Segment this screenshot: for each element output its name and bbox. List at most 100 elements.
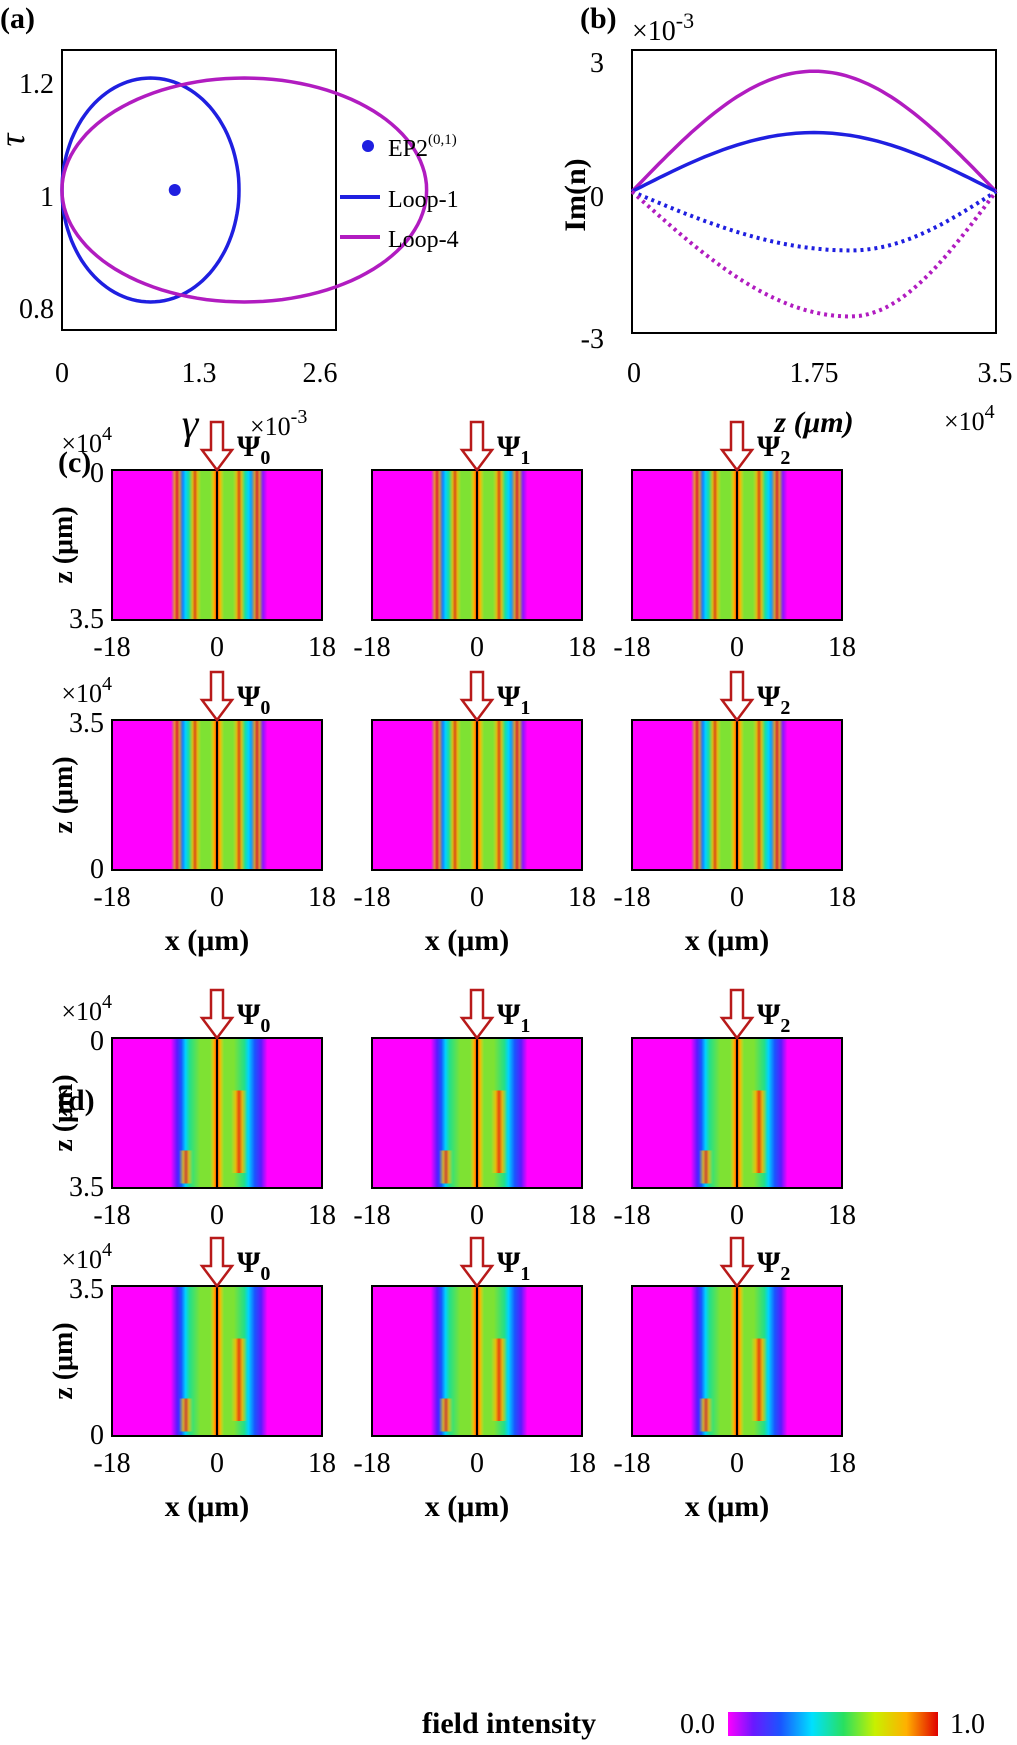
mode-lobe <box>691 470 703 620</box>
mode-lobe <box>189 720 201 870</box>
im-n-curves <box>630 69 998 319</box>
z-exponent: ×104 <box>61 423 112 458</box>
x-tick-label: 0 <box>55 358 69 389</box>
x-tick-label: 18 <box>568 632 596 663</box>
mode-lobe <box>449 470 461 620</box>
mode-lobe <box>233 470 245 620</box>
x-tick-label: -18 <box>93 882 130 913</box>
x-tick-label: -18 <box>93 1448 130 1479</box>
input-arrow-icon <box>459 670 495 723</box>
x-tick-label: 18 <box>568 1200 596 1231</box>
mode-lobe <box>751 1090 767 1173</box>
x-axis-label: z (μm) <box>773 406 853 439</box>
z-exponent: ×104 <box>61 991 112 1026</box>
mode-lobe <box>439 1150 453 1184</box>
im-n-series-1 <box>630 69 998 193</box>
x-tick-label: 18 <box>308 882 336 913</box>
z-exponent: ×104 <box>61 673 112 708</box>
input-mode-label: Ψ1 <box>497 1246 530 1285</box>
x-tick-label: 1.3 <box>182 358 217 389</box>
x-tick-label: 0 <box>730 1448 744 1479</box>
x-tick-label: 1.75 <box>790 358 839 389</box>
field-map-c-forward-psi2: Ψ2 -18 0 18 <box>613 420 856 663</box>
x-tick-label: 18 <box>308 1448 336 1479</box>
z-axis-label: z (μm) <box>48 756 79 833</box>
z-axis-label: z (μm) <box>48 1074 79 1151</box>
input-arrow-icon <box>199 988 235 1041</box>
z-axis-label: z (μm) <box>48 506 79 583</box>
input-mode-label: Ψ1 <box>497 430 530 469</box>
mode-lobe <box>709 720 721 870</box>
mode-lobe <box>709 470 721 620</box>
x-tick-label: 0 <box>470 632 484 663</box>
legend-loop1-label: Loop-1 <box>388 187 459 213</box>
mode-lobe <box>691 720 703 870</box>
panel-label-a: (a) <box>0 2 35 35</box>
field-map-c-forward-psi0: Ψ0 -18 0 18 <box>93 420 336 663</box>
z-tick-label: 0 <box>90 1026 104 1057</box>
im-n-series-2 <box>631 130 997 194</box>
mode-lobe <box>491 1090 507 1173</box>
panel-label-b: (b) <box>580 2 617 35</box>
mode-lobe <box>171 720 183 870</box>
z-tick-label: 0 <box>90 854 104 885</box>
field-map-c-backward-psi1: Ψ1 -18 0 18 <box>353 670 596 913</box>
y-tick-label: 1 <box>40 182 54 213</box>
x-tick-label: -18 <box>353 632 390 663</box>
im-n-series-3 <box>631 189 998 253</box>
x-axis-label: x (μm) <box>425 1490 509 1523</box>
panel-label-c: (c) <box>58 446 91 479</box>
x-tick-label: 18 <box>568 882 596 913</box>
x-tick-label: 0 <box>730 882 744 913</box>
mode-lobe <box>251 720 263 870</box>
input-mode-label: Ψ2 <box>757 430 790 469</box>
x-tick-label: 18 <box>308 632 336 663</box>
colorbar-gradient <box>728 1712 938 1736</box>
x-tick-label: 0 <box>210 1448 224 1479</box>
y-tick-label: 0.8 <box>19 294 54 325</box>
field-map-d-forward-psi0: Ψ0 -18 0 18 <box>93 988 336 1231</box>
x-tick-label: -18 <box>353 1448 390 1479</box>
x-exponent: ×104 <box>944 401 995 436</box>
input-mode-label: Ψ1 <box>497 998 530 1037</box>
input-mode-label: Ψ0 <box>237 998 270 1037</box>
z-tick-label: 3.5 <box>69 1274 104 1305</box>
mode-lobe <box>231 1090 247 1173</box>
x-tick-label: 0 <box>210 1200 224 1231</box>
x-exponent: ×10-3 <box>250 406 307 441</box>
y-exponent: ×10-3 <box>632 8 694 47</box>
y-tick-label: 1.2 <box>19 69 54 100</box>
mode-lobe <box>491 1338 507 1421</box>
loop-curve-2 <box>60 76 429 304</box>
x-tick-label: -18 <box>613 1200 650 1231</box>
z-exponent: ×104 <box>61 1239 112 1274</box>
x-axis-label: γ <box>182 402 200 448</box>
input-arrow-icon <box>199 670 235 723</box>
mode-lobe <box>699 1150 713 1184</box>
field-map-c-backward-psi2: Ψ2 -18 0 18 <box>613 670 856 913</box>
x-tick-label: 0 <box>470 1448 484 1479</box>
colorbar: field intensity 0.0 1.0 <box>422 1707 985 1740</box>
panel-a: (a) 1.2 1 0.8 0 1.3 2.6 τ γ ×10-3 EP2(0,… <box>0 2 459 448</box>
input-mode-label: Ψ1 <box>497 680 530 719</box>
field-map-d-backward-psi0: Ψ0-18 0 18 <box>93 1236 336 1479</box>
mode-lobe <box>179 1150 193 1184</box>
mode-lobe <box>439 1398 453 1432</box>
field-map-d-forward-psi1: Ψ1 -18 0 18 <box>353 988 596 1231</box>
z-tick-label: 3.5 <box>69 1172 104 1203</box>
x-tick-label: -18 <box>353 1200 390 1231</box>
mode-lobe <box>511 470 523 620</box>
input-arrow-icon <box>719 420 755 473</box>
x-tick-label: 18 <box>828 1448 856 1479</box>
x-tick-label: -18 <box>93 632 130 663</box>
x-tick-label: 18 <box>828 882 856 913</box>
y-tick-label: -3 <box>581 324 604 355</box>
x-tick-label: 18 <box>828 632 856 663</box>
colorbar-label: field intensity <box>422 1707 596 1740</box>
field-map-c-forward-psi1: Ψ1 -18 0 18 <box>353 420 596 663</box>
mode-lobe <box>449 720 461 870</box>
input-arrow-icon <box>199 420 235 473</box>
mode-lobe <box>431 720 443 870</box>
panel-b: (b) ×10-3 3 0 -3 0 1.75 3.5 Im(n) z (μm)… <box>559 2 1013 439</box>
